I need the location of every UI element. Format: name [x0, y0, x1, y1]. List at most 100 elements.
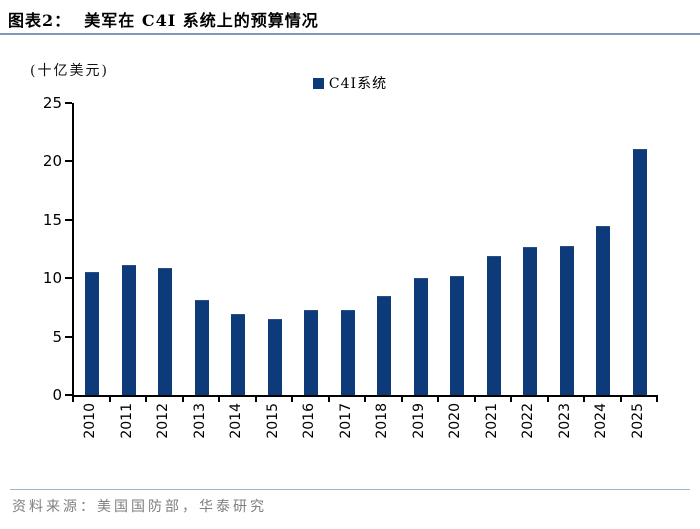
x-tick-label-2022: 2022 — [520, 403, 537, 439]
source-note: 资料来源：美国国防部，华泰研究 — [12, 499, 267, 515]
bar-2023 — [559, 245, 574, 395]
x-label-cell: 2024 — [583, 403, 620, 453]
bar-slot-2024 — [585, 103, 622, 395]
y-tick-label-15: 15 — [42, 210, 62, 229]
bar-slot-2013 — [184, 103, 221, 395]
y-axis-unit-label: (十亿美元) — [30, 63, 109, 79]
x-label-cell: 2022 — [510, 403, 547, 453]
x-tick-label-2023: 2023 — [556, 403, 573, 439]
x-tick-mark — [510, 397, 512, 402]
x-tick-label-2020: 2020 — [447, 403, 464, 439]
x-tick-label-2025: 2025 — [629, 403, 646, 439]
x-tick-label-2019: 2019 — [410, 403, 427, 439]
y-tick-label-0: 0 — [52, 386, 62, 404]
x-tick-mark — [400, 397, 403, 402]
x-tick-label-2011: 2011 — [118, 403, 135, 439]
x-tick-mark — [254, 397, 257, 402]
bar-2012 — [158, 267, 173, 395]
x-tick-label-2024: 2024 — [593, 403, 610, 439]
bar-2018 — [377, 295, 392, 395]
bar-slot-2019 — [403, 103, 440, 395]
x-tick-label-2017: 2017 — [337, 403, 354, 439]
bar-2024 — [596, 225, 611, 395]
bar-2014 — [231, 314, 246, 395]
x-label-cell: 2011 — [109, 403, 146, 453]
x-tick-mark — [364, 397, 366, 402]
plot-area — [72, 103, 658, 397]
x-tick-mark — [437, 397, 439, 402]
y-tick-label-25: 25 — [42, 94, 62, 112]
x-label-cell: 2013 — [182, 403, 219, 453]
x-label-cell: 2021 — [474, 403, 511, 453]
bar-2013 — [194, 300, 209, 395]
x-label-cell: 2018 — [364, 403, 401, 453]
bar-slot-2021 — [476, 103, 513, 395]
legend-swatch-c4i — [312, 77, 324, 89]
bar-slot-2022 — [512, 103, 549, 395]
bar-slot-2016 — [293, 103, 330, 395]
x-tick-mark — [327, 397, 330, 402]
bar-slot-2020 — [439, 103, 476, 395]
bar-2019 — [413, 278, 428, 395]
footer-divider — [10, 489, 690, 490]
y-tick-mark — [65, 160, 72, 163]
y-tick-label-20: 20 — [42, 152, 62, 171]
bar-slot-2023 — [549, 103, 586, 395]
x-label-cell: 2020 — [437, 403, 474, 453]
y-tick-label-10: 10 — [42, 269, 62, 288]
x-tick-label-2015: 2015 — [264, 403, 281, 439]
bar-2025 — [632, 148, 647, 395]
x-tick-mark — [546, 397, 549, 402]
x-tick-mark — [619, 397, 622, 402]
y-tick-mark — [65, 277, 72, 280]
x-tick-mark — [108, 397, 111, 402]
chart-title: 图表2： 美军在 C4I 系统上的预算情况 — [8, 11, 319, 30]
bar-2015 — [267, 319, 282, 395]
bar-slot-2017 — [330, 103, 367, 395]
x-tick-label-2016: 2016 — [301, 403, 318, 439]
legend-label-c4i: C4I系统 — [328, 76, 388, 92]
bar-2016 — [304, 309, 319, 395]
chart-legend: C4I系统 — [0, 73, 700, 93]
x-label-cell: 2019 — [401, 403, 438, 453]
y-tick-label-5: 5 — [52, 327, 62, 346]
bar-slot-2025 — [622, 103, 659, 395]
x-tick-mark — [473, 397, 476, 402]
y-tick-mark — [65, 102, 72, 104]
x-tick-label-2013: 2013 — [191, 403, 208, 439]
bar-slot-2018 — [366, 103, 403, 395]
x-label-cell: 2017 — [328, 403, 365, 453]
x-label-cell: 2014 — [218, 403, 255, 453]
bar-slot-2010 — [74, 103, 111, 395]
y-tick-mark — [65, 335, 72, 338]
bar-slot-2012 — [147, 103, 184, 395]
y-tick-mark — [65, 218, 72, 221]
bar-slot-2014 — [220, 103, 257, 395]
bar-2017 — [340, 309, 355, 395]
x-tick-mark — [145, 397, 147, 402]
x-tick-label-2021: 2021 — [483, 403, 500, 439]
title-divider — [0, 33, 700, 35]
x-tick-mark — [656, 397, 658, 402]
x-label-cell: 2015 — [255, 403, 292, 453]
x-tick-mark — [291, 397, 293, 402]
x-label-cell: 2023 — [547, 403, 584, 453]
bar-2011 — [121, 265, 136, 395]
bar-slot-2015 — [257, 103, 294, 395]
x-tick-label-2014: 2014 — [228, 403, 245, 439]
x-tick-mark — [583, 397, 585, 402]
x-tick-label-2018: 2018 — [374, 403, 391, 439]
x-label-cell: 2016 — [291, 403, 328, 453]
bar-2021 — [486, 256, 501, 395]
x-tick-label-2010: 2010 — [82, 403, 99, 439]
x-tick-label-2012: 2012 — [155, 403, 172, 439]
x-label-cell: 2025 — [620, 403, 657, 453]
y-tick-mark — [65, 394, 72, 396]
x-tick-mark — [218, 397, 220, 402]
x-label-cell: 2010 — [72, 403, 109, 453]
bar-2022 — [523, 246, 538, 395]
x-tick-mark — [72, 397, 74, 402]
x-tick-mark — [181, 397, 184, 402]
bar-2010 — [85, 272, 100, 395]
